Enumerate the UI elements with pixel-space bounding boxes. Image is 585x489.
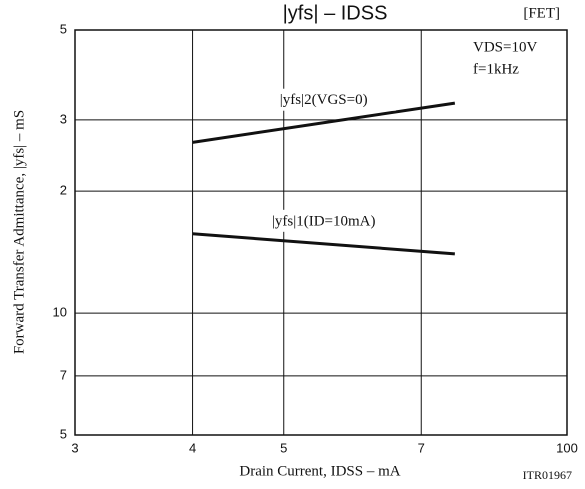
label-bg — [245, 209, 396, 232]
x-axis-label: Drain Current, IDSS – mA — [239, 463, 400, 479]
x-tick-label: 100 — [556, 440, 578, 455]
series-label: |yfs|1(ID=10mA) — [272, 213, 376, 229]
annotation: VDS=10V — [473, 39, 537, 55]
x-tick-label: 3 — [71, 440, 78, 455]
x-tick-label: 7 — [418, 440, 425, 455]
y-tick-label: 5 — [60, 21, 67, 36]
series-line — [192, 101, 456, 144]
y-tick-label: 3 — [60, 111, 67, 126]
plot-frame — [74, 29, 568, 436]
x-tick-label: 5 — [280, 440, 287, 455]
chart-title: |yfs| – IDSS — [283, 2, 388, 24]
y-tick-label: 10 — [53, 305, 67, 320]
y-tick-label: 7 — [60, 367, 67, 382]
x-tick-label: 4 — [189, 440, 196, 455]
annotation: ITR01967 — [523, 468, 572, 482]
annotation: [FET] — [523, 5, 560, 21]
series-line — [192, 232, 455, 256]
label-bg — [245, 88, 396, 111]
y-tick-label: 5 — [60, 426, 67, 441]
series-label: |yfs|2(VGS=0) — [280, 92, 368, 108]
annotation: f=1kHz — [473, 61, 519, 77]
y-tick-label: 2 — [60, 183, 67, 198]
y-axis-label: Forward Transfer Admittance, |yfs| – mS — [11, 110, 27, 354]
